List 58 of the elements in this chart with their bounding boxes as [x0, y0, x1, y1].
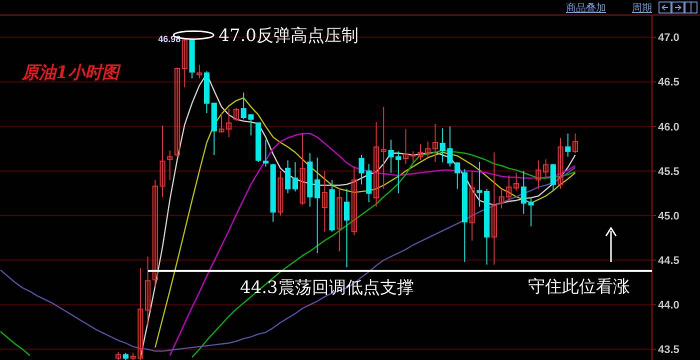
- candlestick: [196, 64, 202, 79]
- candlestick: [314, 157, 320, 254]
- candlestick: [152, 179, 158, 288]
- candlestick: [402, 128, 409, 164]
- candlestick: [344, 188, 350, 268]
- candlestick: [182, 38, 188, 88]
- candlestick: [550, 163, 556, 192]
- candlestick: [116, 351, 122, 360]
- y-tick-label: 45.0: [658, 210, 680, 222]
- annotation: 46.98: [158, 34, 181, 44]
- candlestick: [418, 144, 424, 161]
- candlestick: [174, 67, 180, 158]
- candlestick: [285, 160, 291, 194]
- candlestick: [542, 158, 549, 179]
- candlestick: [520, 170, 526, 214]
- candlestick: [380, 106, 386, 190]
- candlestick: [167, 150, 173, 180]
- y-tick-label: 46.0: [658, 121, 680, 134]
- text: 原油1小时图: [21, 63, 121, 83]
- text: 商品叠加: [566, 2, 606, 14]
- candlestick: [351, 166, 357, 236]
- candlestick: [218, 112, 224, 134]
- y-tick-label: 46.5: [658, 76, 680, 89]
- candlestick: [322, 170, 328, 232]
- candlestick: [572, 133, 578, 154]
- y-tick-label: 44.5: [658, 255, 680, 268]
- candlestick: [336, 188, 342, 252]
- candlestick: [565, 133, 571, 158]
- candlestick: [558, 138, 564, 190]
- candlestick: [432, 123, 438, 163]
- candlestick: [536, 160, 542, 190]
- candlestick: [498, 188, 504, 209]
- candlestick: [514, 172, 520, 192]
- y-tick-label: 43.5: [658, 344, 680, 356]
- candlestick: [373, 121, 380, 208]
- annotation: 47.0反弹高点压制: [218, 26, 359, 46]
- candlestick: [130, 352, 136, 360]
- candlestick: [476, 162, 482, 208]
- y-tick-label: 44.0: [658, 300, 680, 312]
- candlestick: [425, 141, 431, 158]
- candlestick: [138, 268, 144, 360]
- candlestick: [410, 150, 416, 163]
- annotation: 守住此位看涨: [528, 277, 630, 297]
- candlestick: [292, 162, 298, 192]
- candlestick: [226, 108, 232, 138]
- candlestick: [300, 133, 306, 206]
- candlestick: [506, 174, 512, 202]
- candlestick: [262, 139, 269, 168]
- y-tick-label: 45.5: [658, 166, 680, 178]
- candlestick: [233, 107, 240, 122]
- candlestick: [160, 125, 166, 198]
- candlestick: [491, 152, 497, 266]
- y-tick-label: 47.0: [658, 32, 680, 44]
- candlestick: [278, 170, 284, 216]
- candlestick: [528, 197, 534, 227]
- candlestick: [145, 256, 151, 326]
- candlestick: [469, 170, 475, 242]
- text: 周期: [632, 2, 652, 14]
